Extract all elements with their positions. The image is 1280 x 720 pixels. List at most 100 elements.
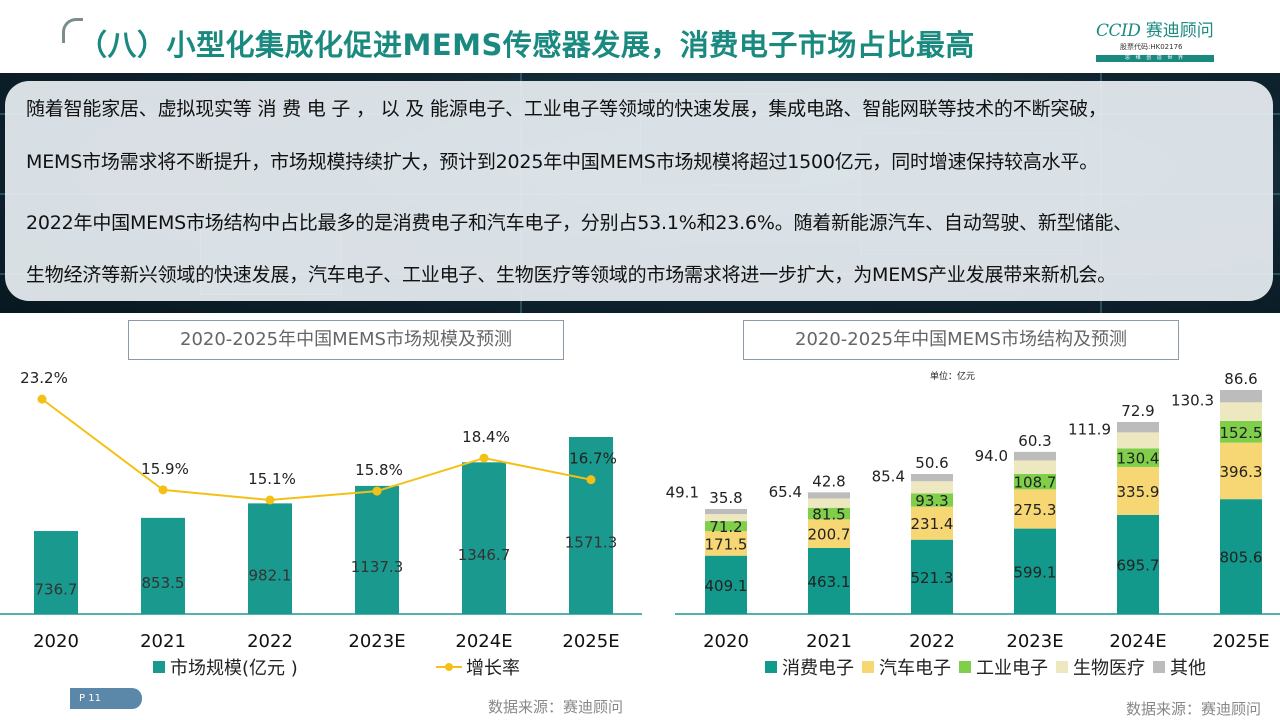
stacked-bar-segment — [1220, 420, 1262, 443]
legend-swatch — [1056, 661, 1068, 673]
legend-consumer: 消费电子 — [765, 654, 854, 680]
market-size-bar — [569, 437, 613, 614]
segment-value-label: 130.3 — [1171, 392, 1214, 410]
page-title: （八）小型化集成化促进MEMS传感器发展，消费电子市场占比最高 — [78, 28, 975, 62]
segment-value-label: 86.6 — [1224, 370, 1257, 388]
stacked-bar-segment — [1117, 422, 1159, 433]
x-tick-label: 2024E — [1109, 631, 1166, 652]
segment-value-label: 85.4 — [872, 467, 905, 485]
data-source-left: 数据来源：赛迪顾问 — [488, 698, 624, 716]
market-size-bar — [248, 503, 292, 614]
market-structure-chart: 409.1 171.571.2 49.1 35.8 2020 463.1 200.7 81.5… — [666, 370, 1280, 652]
summary-paragraph-line: 2022年中国MEMS市场结构中占比最多的是消费电子和汽车电子，分别占53.1%… — [26, 212, 1132, 234]
segment-value-label: 805.6 — [1220, 549, 1263, 567]
segment-value-label: 42.8 — [812, 472, 845, 490]
stacked-bar-segment — [911, 539, 953, 614]
stacked-bar-segment — [1220, 402, 1262, 421]
segment-value-label: 93.3 — [915, 492, 948, 510]
growth-rate-point — [37, 394, 47, 404]
bar-value-label: 1346.7 — [458, 546, 511, 564]
segment-value-label: 396.3 — [1220, 463, 1263, 481]
stacked-bar-segment — [705, 514, 747, 522]
growth-rate-label: 15.9% — [141, 460, 189, 478]
segment-value-label: 152.5 — [1220, 424, 1263, 442]
stacked-bar-segment — [1220, 499, 1262, 614]
legend-label: 工业电子 — [976, 658, 1048, 679]
stacked-bar-segment — [911, 493, 953, 507]
growth-rate-point — [265, 495, 275, 505]
x-tick-label: 2023E — [1006, 631, 1063, 652]
segment-value-label: 81.5 — [812, 506, 845, 524]
unit-label: 单位：亿元 — [930, 372, 976, 382]
segment-value-label: 335.9 — [1117, 483, 1160, 501]
legend-swatch — [862, 661, 874, 673]
stacked-bar-segment — [1014, 489, 1056, 529]
growth-rate-label: 16.7% — [569, 450, 617, 468]
stacked-bar-segment — [808, 498, 850, 508]
stacked-bar-segment — [1014, 473, 1056, 490]
bar-value-label: 853.5 — [142, 574, 185, 592]
growth-rate-label: 18.4% — [462, 428, 510, 446]
stacked-bar-segment — [1220, 390, 1262, 403]
logo-name: 赛迪顾问 — [1145, 21, 1214, 41]
market-size-bar — [462, 462, 506, 614]
stacked-bar-segment — [808, 519, 850, 548]
market-size-bar — [141, 517, 185, 614]
segment-value-label: 50.6 — [915, 454, 948, 472]
x-tick-label: 2020 — [33, 631, 79, 652]
legend-label: 汽车电子 — [879, 658, 951, 679]
segment-value-label: 94.0 — [975, 447, 1008, 465]
legend-label: 增长率 — [466, 658, 520, 679]
x-tick-label: 2020 — [703, 631, 749, 652]
segment-value-label: 409.1 — [705, 577, 748, 595]
logo-stock-code: 股票代码:HK02176 — [1120, 43, 1183, 51]
stacked-bar-segment — [1117, 466, 1159, 515]
legend-industrial: 工业电子 — [959, 654, 1048, 680]
x-tick-label: 2024E — [455, 631, 512, 652]
stacked-bar-segment — [1014, 460, 1056, 474]
x-tick-label: 2025E — [1212, 631, 1269, 652]
segment-value-label: 49.1 — [666, 484, 699, 502]
growth-rate-point — [158, 485, 168, 495]
x-tick-label: 2021 — [806, 631, 852, 652]
market-size-bar — [355, 485, 399, 614]
legend-market-size: 市场规模(亿元 ) — [153, 654, 298, 680]
x-tick-label: 2022 — [247, 631, 293, 652]
segment-value-label: 35.8 — [709, 489, 742, 507]
segment-value-label: 521.3 — [911, 569, 954, 587]
legend-line-marker — [436, 663, 462, 671]
legend-label: 其他 — [1170, 658, 1206, 679]
stacked-bar-segment — [1014, 451, 1056, 461]
market-size-chart: 736.7 2020 853.5 2021 982.1 2022 1137.3 2023E 13… — [0, 369, 642, 652]
x-tick-label: 2025E — [562, 631, 619, 652]
growth-rate-label: 15.8% — [355, 461, 403, 479]
logo-brand: CCID — [1096, 21, 1141, 41]
segment-value-label: 65.4 — [769, 483, 802, 501]
stacked-bar-segment — [808, 492, 850, 499]
market-size-bar — [34, 531, 78, 614]
growth-rate-label: 23.2% — [20, 369, 68, 387]
segment-value-label: 463.1 — [808, 573, 851, 591]
bar-value-label: 1137.3 — [351, 558, 404, 576]
summary-text-box — [5, 81, 1273, 301]
stacked-bar-segment — [1220, 442, 1262, 500]
legend-swatch — [959, 661, 971, 673]
growth-rate-point — [479, 453, 489, 463]
stacked-bar-segment — [705, 555, 747, 614]
stacked-bar-segment — [911, 474, 953, 482]
x-tick-label: 2021 — [140, 631, 186, 652]
legend-growth-rate: 增长率 — [436, 654, 520, 680]
bar-value-label: 982.1 — [249, 567, 292, 585]
stacked-bar-segment — [705, 531, 747, 556]
stacked-bar-segment — [808, 507, 850, 520]
x-tick-label: 2023E — [348, 631, 405, 652]
segment-value-label: 200.7 — [808, 526, 851, 544]
growth-rate-point — [586, 475, 596, 485]
legend-other: 其他 — [1153, 654, 1206, 680]
stacked-bar-segment — [808, 547, 850, 614]
stacked-bar-segment — [705, 521, 747, 532]
stacked-bar-segment — [705, 508, 747, 515]
page-number-tag: P 11 — [70, 688, 142, 709]
stacked-bar-segment — [1117, 448, 1159, 467]
stacked-bar-segment — [911, 506, 953, 540]
